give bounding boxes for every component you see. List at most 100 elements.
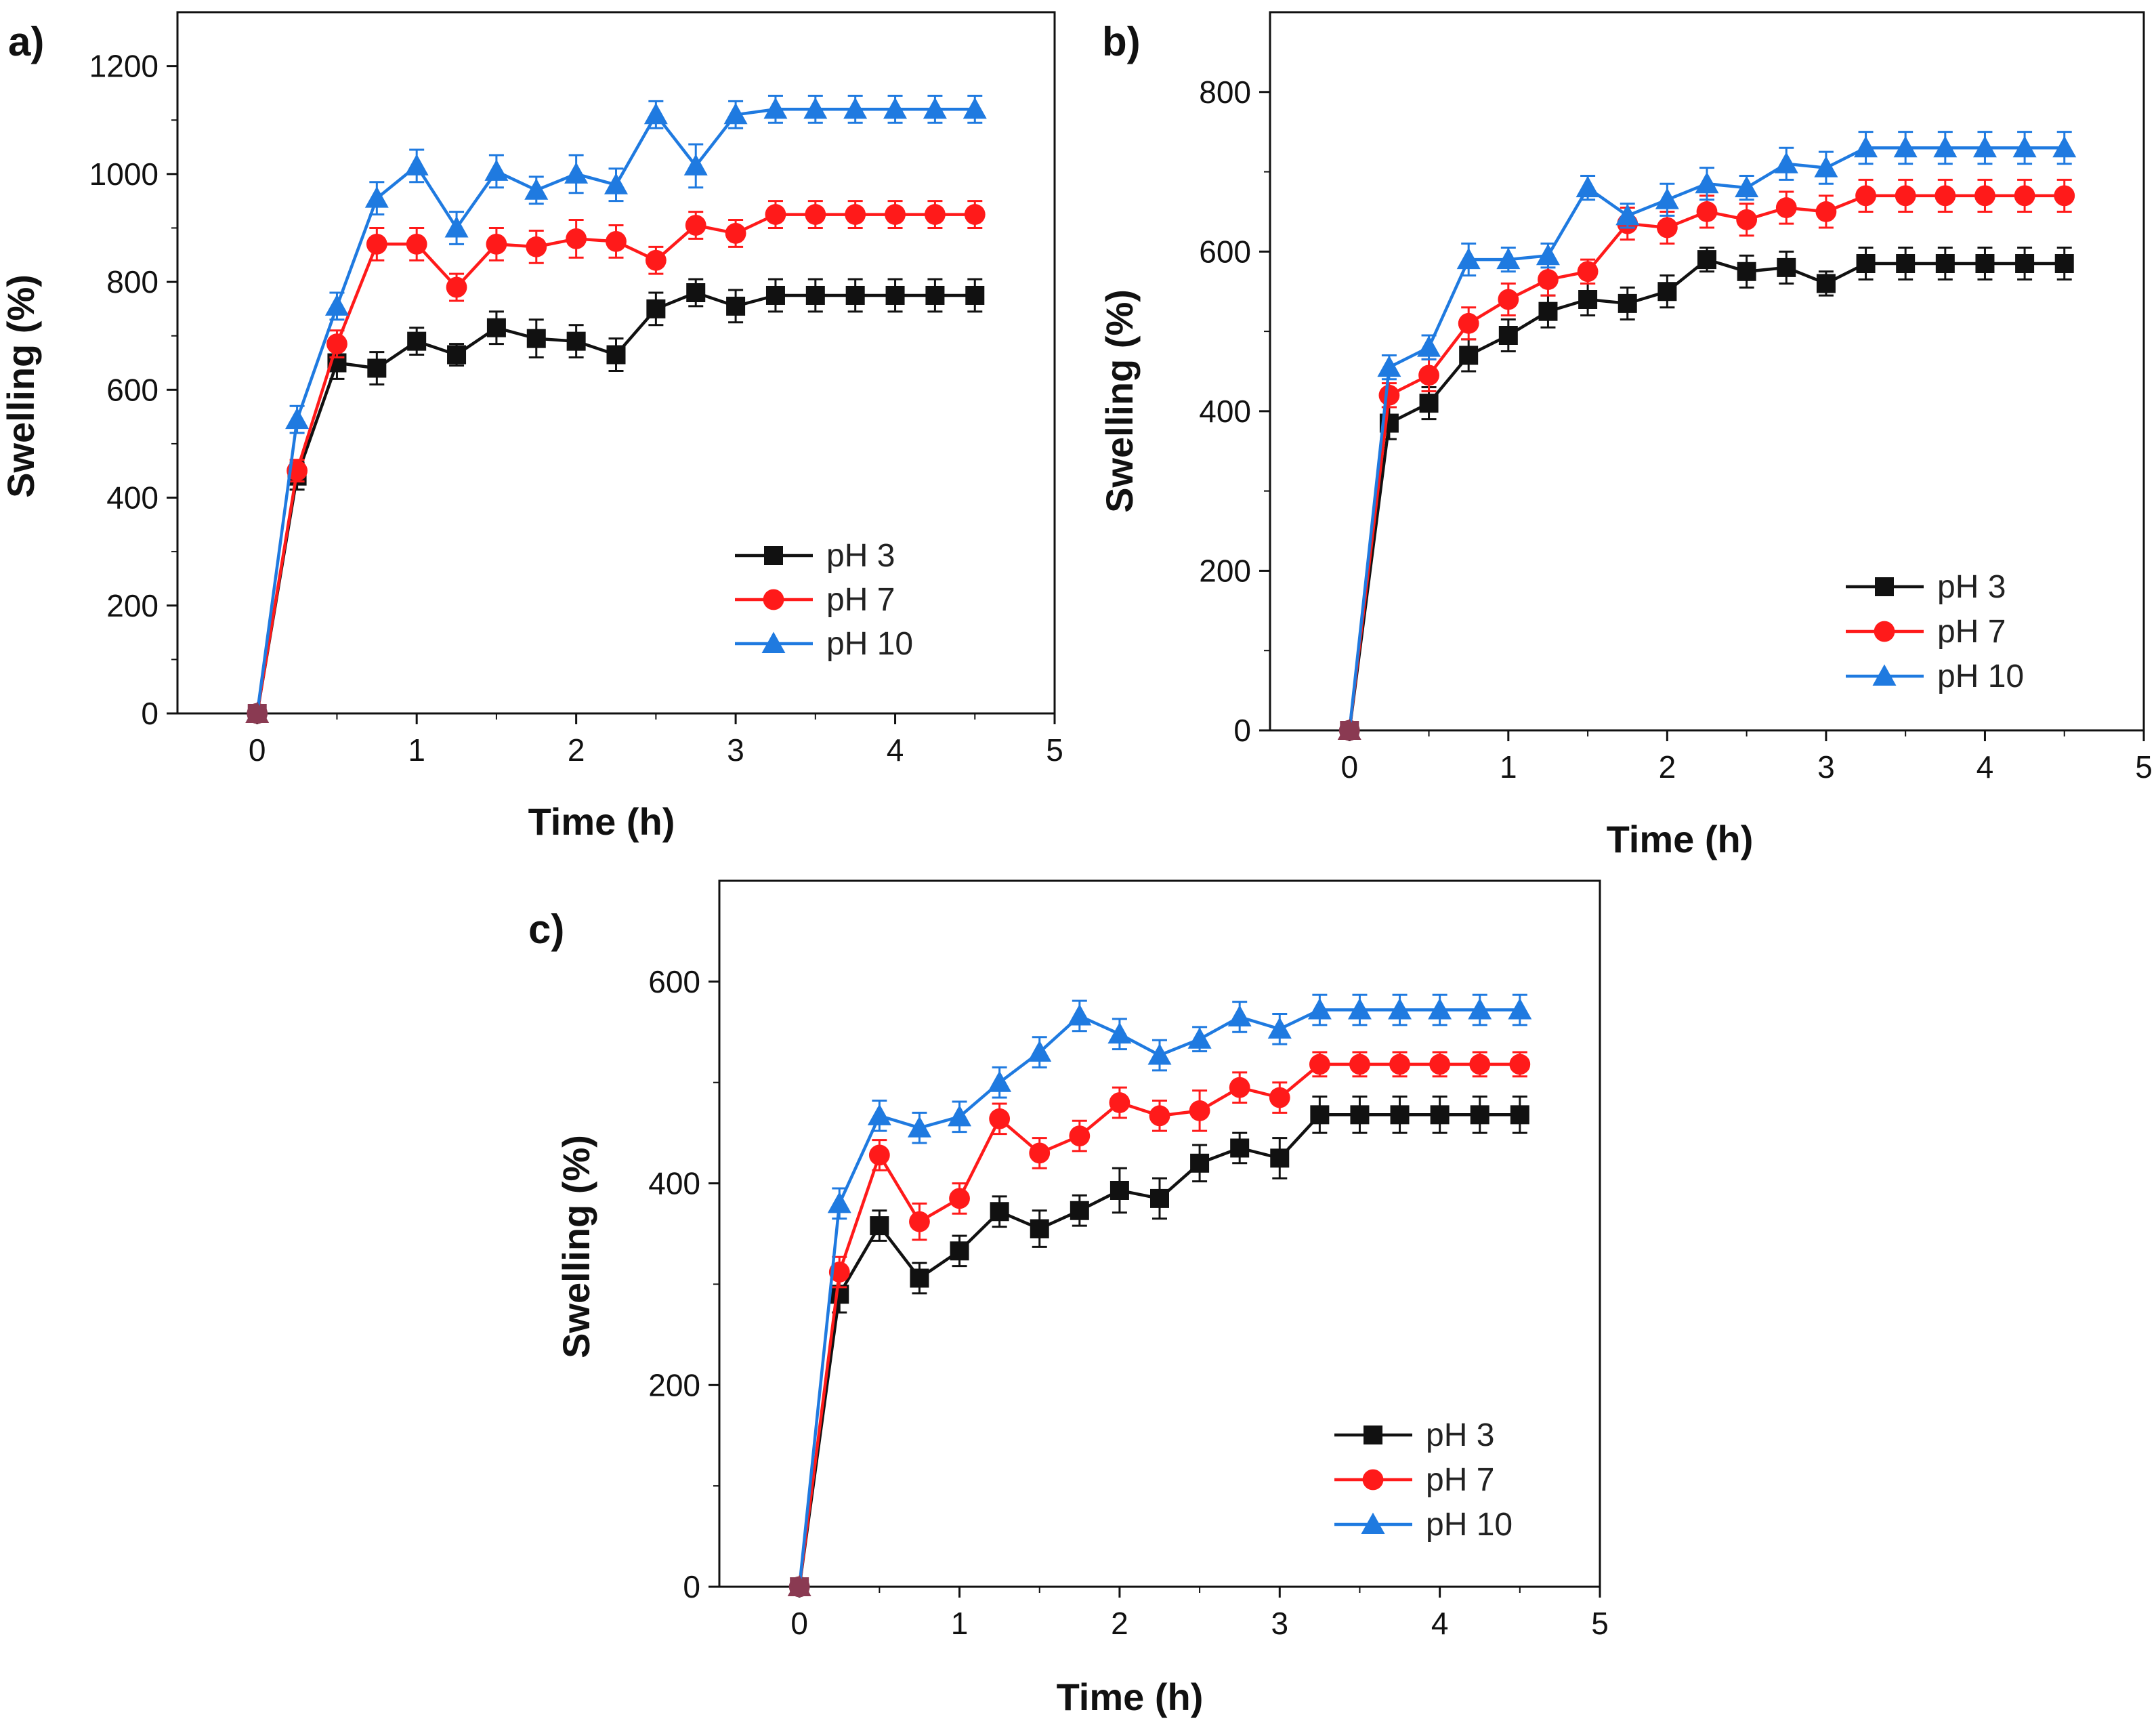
panel-b-data-point-ph10 [1536,243,1560,266]
legend-symbol-ph7 [1362,1469,1384,1491]
panel-c-data-point-ph10 [1388,998,1412,1020]
panel-a-data-point-ph7 [845,204,866,225]
panel-c-data-point-ph10 [1347,998,1372,1020]
panel-b-data-point-ph10 [1814,156,1838,178]
panel-b-plot: 0 1 2 3 4 5 0 200 400 600 800 [1199,11,2153,785]
panel-c-data-point-ph3 [1310,1105,1330,1125]
panel-b-y-tick-label: 400 [1199,394,1251,429]
panel-b-series-line-ph7 [1348,194,2065,731]
panel-b-data-point-ph10 [1972,136,1997,158]
panel-a-data-point-ph7 [526,236,547,257]
panel-c-data-point-ph3 [1390,1105,1410,1125]
panel-b-x-axis-title: Time (h) [1607,818,1754,860]
panel-c-data-point-ph10 [1307,998,1332,1020]
panel-a-data-point-ph3 [686,283,706,302]
panel-b-data-point-ph7 [1775,197,1797,218]
panel-b-y-tick-label: 800 [1199,75,1251,110]
panel-b-label: b) [1102,19,1141,64]
panel-b-data-point-ph10 [2052,136,2077,158]
panel-c-data-point-ph10 [907,1116,931,1138]
panel-b-data-point-ph7 [1736,209,1758,230]
panel-b-data-point-ph10 [1456,247,1481,270]
panel-c-data-point-ph10 [948,1104,972,1127]
panel-c-legend-label-ph10: pH 10 [1426,1507,1513,1543]
panel-b-data-point-ph7 [2054,185,2075,207]
panel-a-data-point-ph3 [486,318,506,337]
panel-b-legend-marker-ph3 [1846,577,1924,596]
panel-c-data-point-ph7 [1509,1054,1531,1075]
panel-a-data-point-ph3 [925,285,945,305]
panel-a-data-point-ph3 [765,285,785,305]
panel-a-plot: 0 1 2 3 4 5 0 200 400 600 800 1000 1200 [89,11,1063,768]
panel-c-series-ph10 [787,993,1532,1596]
panel-a-label: a) [8,19,44,64]
panel-b-data-point-ph10 [1933,136,1958,158]
panel-a-y-tick-label: 1000 [89,157,158,192]
panel-c-data-point-ph7 [1029,1142,1051,1164]
panel-b-data-point-ph3 [1816,274,1836,293]
panel-b-data-point-ph7 [1577,261,1599,283]
panel-c-data-point-ph3 [1230,1138,1250,1158]
panel-a-series-ph10 [245,94,987,723]
panel-a-data-point-ph3 [566,331,586,351]
panel-a-data-point-ph7 [805,204,826,225]
panel-c-data-point-ph3 [910,1268,929,1288]
panel-b-data-point-ph10 [1774,152,1798,173]
panel-b-y-tick-label: 600 [1199,234,1251,269]
panel-a-legend-entry-ph10: pH 10 [735,626,913,662]
panel-c-x-tick-label: 5 [1591,1606,1609,1641]
panel-a-data-point-ph10 [723,102,748,125]
panel-b-x-tick-label: 0 [1340,749,1358,785]
panel-a-data-point-ph3 [646,299,666,318]
panel-b-series-ph10 [1337,131,2077,740]
panel-a-data-point-ph7 [964,204,986,225]
panel-c-data-point-ph10 [1068,1003,1092,1026]
panel-c-y-tick-label: 400 [648,1166,700,1201]
panel-a-data-point-ph7 [685,215,706,236]
panel-a-x-tick-label: 2 [568,732,585,768]
panel-c-data-point-ph7 [1189,1100,1210,1121]
panel-c-data-point-ph10 [1428,998,1452,1020]
panel-b-data-point-ph7 [1696,201,1718,222]
panel-c-x-tick-label: 4 [1431,1606,1449,1641]
panel-c-data-point-ph7 [1429,1054,1451,1075]
panel-a-legend: pH 3 pH 7 pH 10 [735,538,913,662]
panel-c-data-point-ph10 [1147,1043,1172,1065]
panel-b-data-point-ph3 [1498,326,1518,345]
panel-a-data-point-ph3 [845,285,865,305]
panel-a-legend-label-ph7: pH 7 [826,582,895,618]
panel-a-data-point-ph10 [843,97,868,119]
panel-a-data-point-ph10 [923,97,947,119]
panel-c-data-point-ph7 [989,1108,1011,1129]
panel-a-legend-entry-ph3: pH 3 [735,538,895,574]
panel-c-data-point-ph7 [1229,1077,1250,1098]
panel-b-legend-label-ph7: pH 7 [1937,614,2006,650]
panel-b-data-point-ph10 [1695,171,1719,194]
panel-b-data-point-ph7 [1656,217,1678,238]
legend-symbol-ph10 [1361,1512,1385,1534]
panel-a-data-point-ph3 [805,285,825,305]
panel-b-data-point-ph10 [1417,335,1441,357]
panel-b-data-point-ph10 [1377,355,1401,377]
panel-c-y-tick-label: 600 [648,964,700,999]
panel-c-x-tick-label: 3 [1271,1606,1288,1641]
panel-b-y-tick-label: 0 [1233,713,1251,748]
panel-b-legend-entry-ph10: pH 10 [1846,659,2024,694]
panel-a-plot-frame [176,11,1056,715]
panel-a-data-point-ph10 [324,294,349,316]
panel-c-data-point-ph3 [1150,1188,1169,1208]
panel-a-legend-label-ph3: pH 3 [826,538,895,574]
panel-a-data-point-ph7 [765,204,786,225]
panel-b-x-tick-label: 1 [1500,749,1517,785]
panel-a-data-point-ph10 [683,154,708,175]
panel-c: c) 0 1 2 3 4 5 0 200 400 600 Time (h) Swelling (%… [528,879,1609,1718]
panel-a-data-point-ph7 [406,233,427,255]
panel-c-data-point-ph10 [988,1070,1012,1092]
panel-b-y-tick-label: 200 [1199,553,1251,588]
legend-symbol-ph3 [1875,577,1894,596]
panel-b-data-point-ph3 [1419,394,1439,413]
panel-a-x-tick-label: 4 [887,732,904,768]
panel-c-data-point-ph7 [1349,1054,1370,1075]
panel-b-data-point-ph3 [1538,301,1558,321]
panel-c-y-axis-title: Swelling (%) [555,1135,597,1358]
